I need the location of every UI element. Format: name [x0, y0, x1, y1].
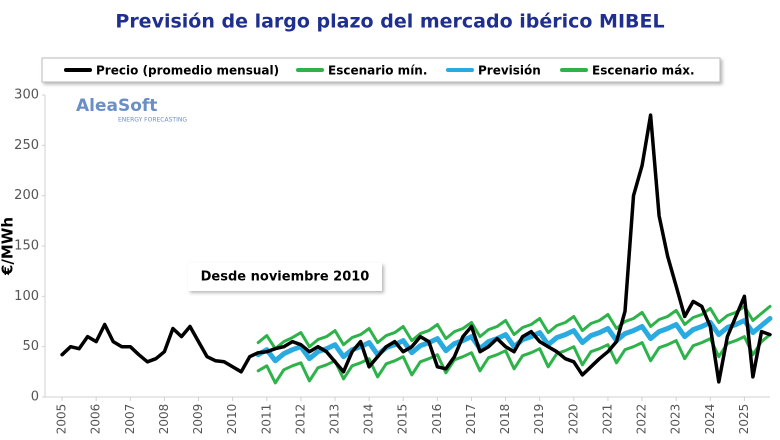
watermark: AleaSoft [76, 96, 157, 116]
x-tick-label: 2009 [191, 404, 205, 435]
legend-label: Escenario mín. [328, 64, 427, 78]
x-tick-label: 2012 [293, 404, 307, 435]
x-tick-label: 2016 [430, 404, 444, 435]
x-tick-label: 2019 [532, 404, 546, 435]
x-tick-label: 2021 [600, 404, 614, 435]
y-tick-label: 50 [22, 339, 39, 354]
x-tick-label: 2008 [157, 404, 171, 435]
x-tick-label: 2006 [89, 404, 103, 435]
y-tick-label: 200 [14, 188, 39, 203]
x-tick-label: 2017 [464, 404, 478, 435]
chart-title: Previsión de largo plazo del mercado ibé… [115, 11, 664, 33]
x-tick-label: 2025 [737, 404, 751, 435]
series-line [256, 304, 772, 351]
legend-label: Precio (promedio mensual) [96, 64, 279, 78]
series-line [60, 113, 772, 384]
annotation-box [188, 263, 382, 291]
y-tick-label: 300 [14, 88, 39, 103]
x-tick-label: 2013 [328, 404, 342, 435]
x-tick-label: 2022 [635, 404, 649, 435]
series-line [255, 316, 773, 364]
legend-label: Previsión [478, 64, 541, 78]
x-tick-label: 2023 [669, 404, 683, 435]
y-tick-label: 0 [31, 390, 39, 405]
x-tick-label: 2010 [225, 404, 239, 435]
legend-label: Escenario máx. [592, 64, 695, 78]
x-tick-label: 2018 [498, 404, 512, 435]
legend-box [41, 57, 721, 83]
y-tick-label: 250 [14, 138, 39, 153]
y-tick-label: 100 [14, 289, 39, 304]
x-tick-label: 2007 [123, 404, 137, 435]
x-tick-label: 2024 [703, 404, 717, 435]
x-tick-label: 2011 [259, 404, 273, 435]
annotation: Desde noviembre 2010 [201, 270, 370, 285]
x-tick-label: 2020 [566, 404, 580, 435]
x-tick-label: 2015 [396, 404, 410, 435]
x-tick-label: 2014 [362, 404, 376, 435]
y-tick-label: 150 [14, 239, 39, 254]
series-line [256, 333, 772, 385]
watermark-subtitle: ENERGY FORECASTING [118, 117, 187, 124]
x-tick-label: 2005 [55, 404, 69, 435]
y-axis-label: €/MWh [0, 217, 17, 276]
